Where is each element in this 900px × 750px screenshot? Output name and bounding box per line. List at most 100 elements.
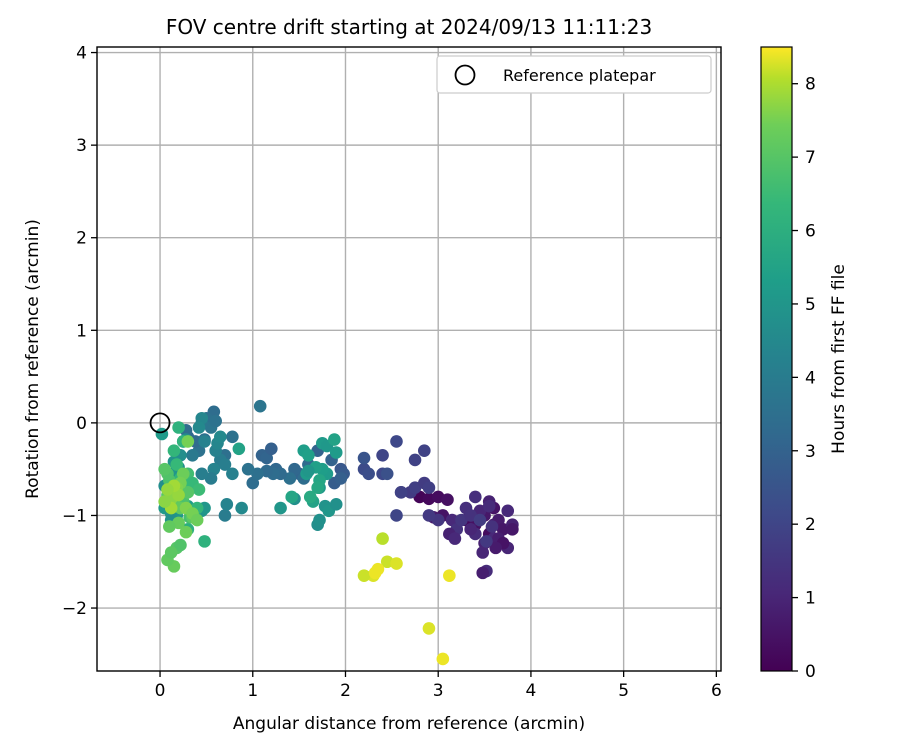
data-point — [158, 495, 171, 508]
data-point — [473, 513, 487, 527]
data-point — [448, 532, 462, 545]
data-point — [235, 501, 248, 515]
x-tick-label: 2 — [340, 681, 351, 701]
data-point — [334, 472, 348, 485]
data-point — [172, 421, 185, 434]
data-point — [218, 509, 232, 522]
data-point — [232, 442, 246, 456]
data-point — [302, 448, 315, 462]
data-point — [241, 462, 255, 476]
data-points — [155, 399, 519, 666]
data-point — [163, 520, 176, 533]
data-point — [506, 523, 519, 536]
data-point — [485, 520, 499, 533]
legend-reference-marker — [454, 64, 476, 86]
data-point — [328, 433, 341, 446]
data-point — [214, 430, 227, 444]
data-point — [274, 501, 287, 515]
y-tick-label: 4 — [76, 44, 87, 64]
data-point — [501, 504, 515, 518]
y-tick-label: 3 — [76, 136, 87, 156]
data-point — [174, 538, 187, 552]
data-point — [161, 483, 174, 496]
colorbar-tick-label: 6 — [805, 222, 816, 242]
y-axis-label: Rotation from reference (arcmin) — [23, 219, 43, 499]
data-point — [476, 546, 490, 559]
data-point — [164, 546, 178, 559]
data-point — [179, 525, 193, 539]
data-point — [390, 435, 403, 448]
data-point — [376, 448, 389, 462]
data-point — [380, 467, 394, 481]
data-point — [329, 446, 343, 459]
data-point — [489, 541, 502, 555]
data-point — [443, 569, 456, 582]
data-point — [186, 448, 199, 462]
data-point — [368, 566, 382, 580]
colorbar-label: Hours from first FF file — [829, 264, 849, 454]
data-point — [198, 535, 211, 548]
x-tick-label: 6 — [711, 681, 722, 701]
y-tick-label: −2 — [62, 599, 87, 619]
data-point — [394, 486, 408, 499]
data-point — [329, 498, 343, 511]
data-point — [357, 451, 371, 465]
data-point — [253, 399, 267, 413]
x-tick-label: 1 — [247, 681, 258, 701]
data-point — [408, 453, 422, 467]
data-point — [313, 513, 326, 527]
x-tick-label: 4 — [526, 681, 537, 701]
data-point — [218, 458, 232, 471]
x-axis-ticks: 0 1 2 3 4 5 6 — [155, 671, 722, 701]
data-point — [181, 435, 195, 448]
legend-label: Reference platepar — [503, 66, 656, 85]
y-tick-label: 0 — [76, 414, 87, 434]
colorbar: 0 1 2 3 4 5 6 7 8 Hours from first FF file — [760, 46, 849, 682]
data-point — [158, 462, 171, 476]
data-point — [303, 490, 317, 504]
colorbar-tick-label: 2 — [805, 515, 816, 535]
data-point — [441, 493, 454, 507]
data-point — [422, 622, 436, 635]
plot-frame — [96, 46, 722, 672]
y-axis-ticks: −2 −1 0 1 2 3 4 — [62, 44, 97, 619]
colorbar-tick-label: 0 — [805, 662, 816, 682]
data-point — [190, 513, 204, 527]
data-point — [311, 481, 324, 494]
data-point — [436, 652, 450, 666]
legend: Reference platepar — [436, 55, 712, 94]
data-point — [192, 483, 206, 496]
colorbar-tick-label: 3 — [805, 442, 816, 462]
data-point — [362, 467, 375, 481]
y-tick-label: 2 — [76, 229, 87, 249]
data-point — [170, 458, 184, 471]
data-point — [390, 509, 403, 522]
plot-area — [97, 47, 721, 671]
colorbar-tick-label: 5 — [805, 295, 816, 315]
data-point — [482, 499, 496, 513]
colorbar-gradient — [760, 46, 793, 672]
data-point — [464, 523, 477, 536]
data-point — [226, 467, 239, 481]
chart-title: FOV centre drift starting at 2024/09/13 … — [166, 15, 652, 39]
data-point — [480, 535, 493, 548]
y-tick-label: 1 — [76, 321, 87, 341]
x-tick-label: 5 — [618, 681, 629, 701]
data-point — [195, 467, 209, 481]
x-tick-label: 0 — [155, 681, 166, 701]
data-point — [265, 442, 278, 456]
data-point — [357, 569, 371, 582]
data-point — [198, 435, 211, 448]
colorbar-tick-label: 1 — [805, 589, 816, 609]
data-point — [417, 444, 431, 457]
data-point — [285, 490, 299, 504]
colorbar-tick-label: 7 — [805, 148, 816, 168]
data-point — [167, 444, 181, 457]
data-point — [376, 532, 389, 545]
data-point — [422, 509, 436, 522]
data-point — [209, 414, 222, 428]
colorbar-tick-label: 8 — [805, 75, 816, 95]
x-tick-label: 3 — [433, 681, 444, 701]
data-point — [302, 464, 315, 478]
